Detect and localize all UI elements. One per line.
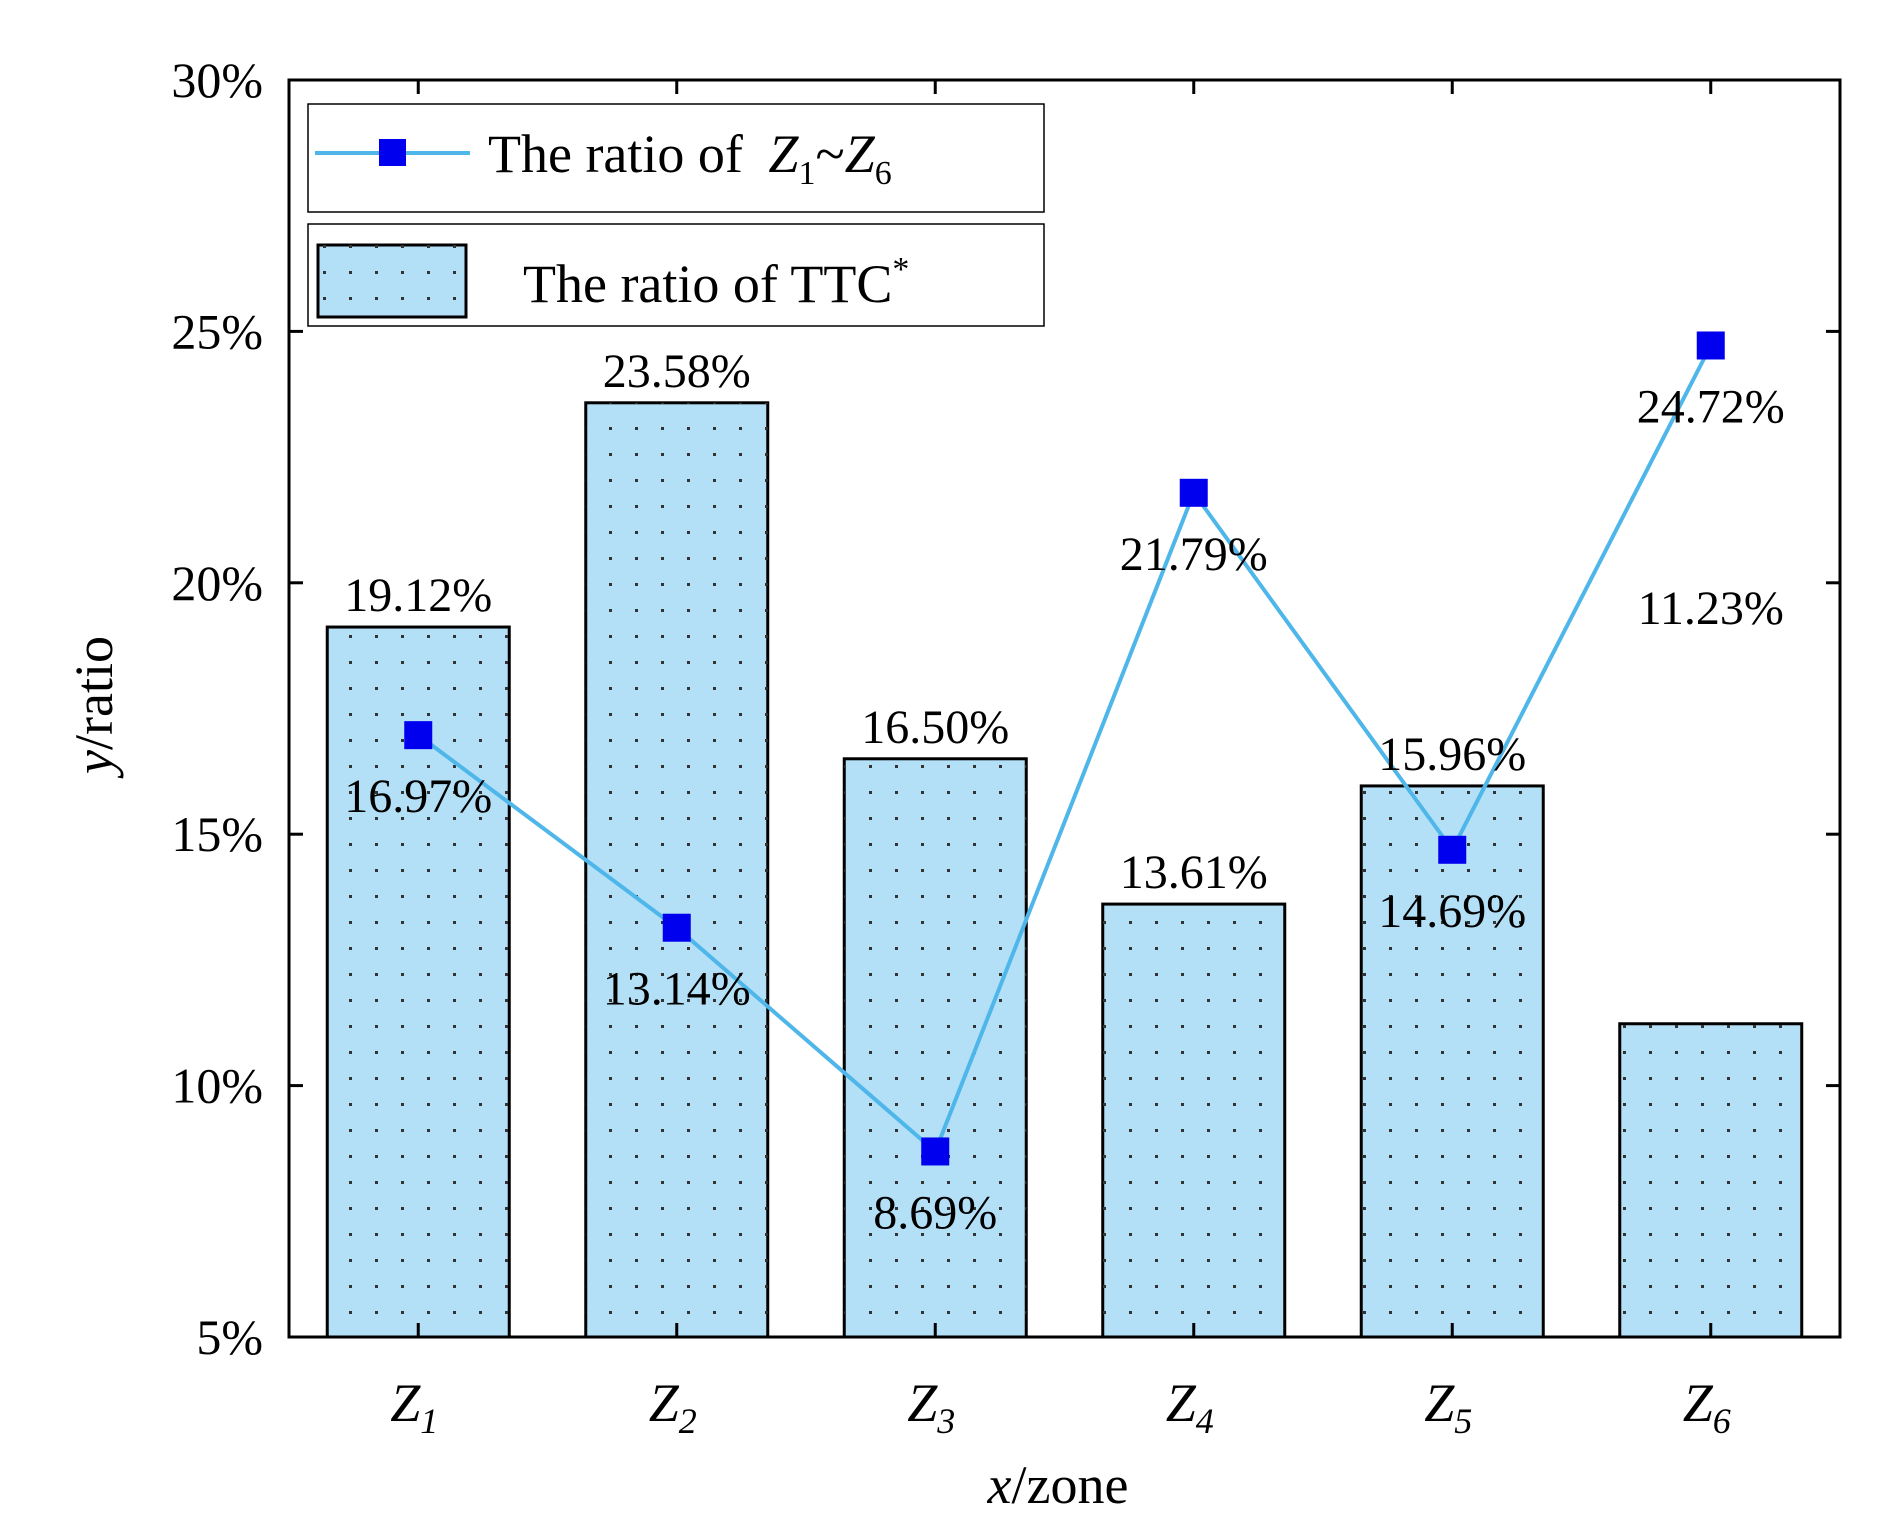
bar-value-label: 19.12%	[344, 569, 492, 622]
bars-layer	[325, 401, 1804, 1339]
line-value-label: 8.69%	[873, 1186, 997, 1239]
line-marker	[662, 913, 691, 942]
line-value-label: 24.72%	[1637, 380, 1785, 433]
bar-value-label: 13.61%	[1120, 846, 1268, 899]
y-tick-label: 20%	[171, 555, 263, 611]
series-line	[417, 344, 1713, 1155]
y-tick-label: 25%	[171, 303, 263, 359]
bar-dots	[585, 402, 768, 1337]
x-tick-label: Z3	[907, 1373, 955, 1441]
line-marker	[1179, 478, 1208, 507]
line-value-label: 16.97%	[344, 770, 492, 823]
x-axis-title: x/zone	[987, 1455, 1129, 1515]
data-labels-layer: 19.12% 23.58% 16.50% 13.61% 15.96% 11.23% 16.9…	[344, 345, 1784, 1240]
y-tick-label: 30%	[171, 52, 263, 108]
y-axis-title: y/ratio	[64, 636, 124, 779]
line-value-label: 13.14%	[603, 963, 751, 1016]
bar-dots	[1619, 1023, 1802, 1337]
x-tick-label: Z6	[1683, 1373, 1731, 1441]
x-tick-label: Z1	[390, 1373, 438, 1441]
y-tick-label: 15%	[171, 806, 263, 862]
line-series-layer	[404, 331, 1725, 1166]
x-tick-label: Z2	[649, 1373, 697, 1441]
bar-value-label: 15.96%	[1378, 728, 1526, 781]
x-tick-label: Z5	[1424, 1373, 1472, 1441]
bar-dots	[1361, 785, 1544, 1337]
bar-value-label: 16.50%	[861, 701, 1009, 754]
line-marker	[1438, 835, 1467, 864]
line-marker	[1696, 331, 1725, 360]
y-tick-label: 10%	[171, 1058, 263, 1114]
line-value-label: 21.79%	[1120, 528, 1268, 581]
legend: The ratio of Z1~Z6 The ratio of TTC*	[307, 103, 1045, 327]
bar-dots	[1102, 904, 1285, 1337]
legend-bar-swatch-dots	[318, 245, 466, 317]
axes-layer: 5% 10% 15% 20% 25% 30% Z1 Z2 Z3 Z4 Z5 Z6	[171, 52, 1842, 1441]
plot-frame	[287, 78, 1842, 1339]
bar-value-label: 23.58%	[603, 345, 751, 398]
bar-value-label: 11.23%	[1638, 582, 1784, 635]
legend-marker-swatch	[379, 139, 406, 166]
x-tick-label: Z4	[1166, 1373, 1214, 1441]
line-marker	[404, 721, 433, 750]
legend-bar-label: The ratio of TTC*	[523, 251, 909, 314]
y-tick-label: 5%	[196, 1309, 263, 1365]
legend-box-line	[307, 103, 1045, 213]
line-value-label: 14.69%	[1378, 885, 1526, 938]
legend-line-label: The ratio of Z1~Z6	[488, 124, 892, 192]
bar-dots	[844, 758, 1027, 1337]
line-marker	[921, 1137, 950, 1166]
